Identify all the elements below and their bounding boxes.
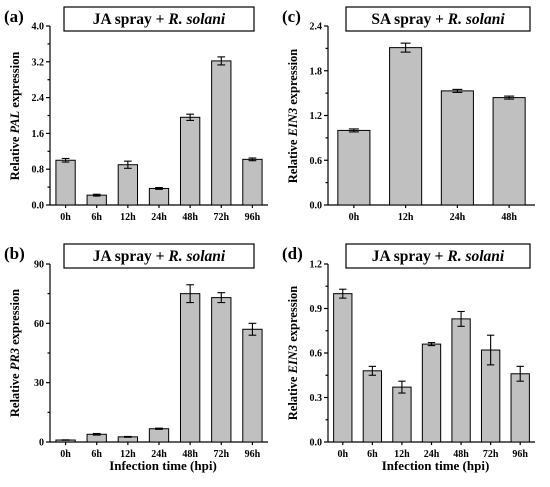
y-tick-label: 0.6 [310,349,323,360]
y-tick-label: 60 [34,319,44,330]
x-tick-label: 96h [245,449,261,460]
bar-96h [242,158,263,206]
bar-72h [211,297,232,443]
bar-48h [179,293,201,443]
panel-label: (b) [4,244,25,263]
x-tick-label: 24h [151,449,167,460]
bar-12h [117,164,139,206]
bar-24h [148,428,170,443]
y-tick-label: 0.0 [310,438,323,449]
panel-label: (a) [4,7,24,26]
bar-0h [337,129,371,206]
x-axis-label: Infection time (hpi) [382,458,490,473]
chart-panel-b: (b) JA spray + R. solani 0 30 60 90 0h 6h 12h 24h… [4,243,268,473]
y-tick-label: 1.8 [310,66,323,77]
y-tick-label: 4.0 [32,22,45,33]
bar-72h [211,60,232,206]
y-tick-label: 0.0 [310,201,323,212]
x-tick-label: 72h [214,449,230,460]
y-tick-label: 0.0 [32,201,45,212]
x-tick-label: 24h [450,212,466,223]
x-tick-label: 12h [120,449,136,460]
x-tick-label: 48h [453,449,469,460]
x-tick-label: 12h [120,212,136,223]
y-tick-label: 3.2 [32,57,45,68]
bar-0h [55,159,76,206]
y-tick-label: 30 [34,378,44,389]
y-tick-label: 0.6 [310,156,323,167]
y-axis-label: Relative PAL expression [8,52,22,181]
y-axis-label: Relative EIN3 expression [286,286,300,421]
bar-24h [148,187,170,206]
x-tick-label: 0h [349,212,360,223]
bar-12h [389,47,423,206]
x-tick-label: 24h [151,212,167,223]
y-tick-label: 2.4 [310,22,323,33]
x-tick-label: 24h [424,449,440,460]
y-tick-label: 90 [34,260,44,271]
x-tick-label: 72h [483,449,499,460]
y-tick-label: 0.3 [310,393,323,404]
title-box [63,243,255,269]
x-tick-label: 72h [214,212,230,223]
y-tick-label: 0.9 [310,304,323,315]
x-tick-label: 96h [512,449,528,460]
chart-title: JA spray + R. solani [93,11,226,28]
bar-24h [421,343,442,443]
chart-panel-d: (d) JA spray + R. solani 0.0 0.3 0.6 0.9 1.2 0h… [282,243,535,473]
y-tick-label: 1.2 [310,111,323,122]
title-box [345,6,531,32]
x-tick-label: 48h [182,212,198,223]
y-tick-label: 0.8 [32,165,45,176]
chart-panel-c: (c) SA spray + R. solani 0.0 0.6 1.2 1.8 2.4 0h… [282,6,535,223]
x-tick-label: 0h [60,212,71,223]
x-tick-label: 48h [182,449,198,460]
bar-0h [333,293,353,443]
y-tick-label: 0 [39,438,44,449]
bar-12h [392,386,412,443]
x-tick-label: 0h [338,449,349,460]
bar-96h [242,328,263,443]
title-box [345,243,531,269]
x-tick-label: 96h [245,212,261,223]
bar-48h [179,116,201,206]
x-tick-label: 12h [398,212,414,223]
bar-6h [362,370,383,443]
x-tick-label: 0h [60,449,71,460]
x-tick-label: 6h [91,212,102,223]
y-axis-label: Relative EIN3 expression [286,49,300,184]
x-tick-label: 48h [501,212,517,223]
y-axis-label: Relative PR3 expression [8,289,22,417]
x-tick-label: 6h [91,449,102,460]
bar-48h [451,318,471,443]
title-box [63,6,255,32]
y-tick-label: 1.6 [32,129,45,140]
bar-6h [86,194,107,206]
panel-label: (c) [282,7,301,26]
chart-title: JA spray + R. solani [93,248,226,265]
chart-panel-a: (a) JA spray + R. solani 0.0 0.8 1.6 2.4 3.2 4.… [4,6,268,223]
bar-24h [440,90,474,206]
chart-title: SA spray + R. solani [371,11,505,28]
y-tick-label: 1.2 [310,260,323,271]
bar-96h [510,373,530,443]
y-tick-label: 2.4 [32,93,45,104]
x-tick-label: 6h [367,449,378,460]
chart-title: JA spray + R. solani [372,248,505,265]
x-tick-label: 12h [394,449,410,460]
panel-label: (d) [282,244,303,263]
x-axis-label: Infection time (hpi) [109,458,217,473]
bar-48h [492,97,526,206]
